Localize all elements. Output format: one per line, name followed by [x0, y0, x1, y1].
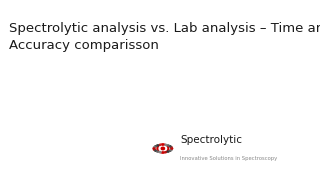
- Circle shape: [170, 148, 173, 151]
- Text: Innovative Solutions in Spectroscopy: Innovative Solutions in Spectroscopy: [180, 156, 278, 161]
- Circle shape: [168, 145, 172, 147]
- Circle shape: [156, 144, 159, 147]
- Circle shape: [164, 151, 167, 153]
- Circle shape: [161, 151, 164, 154]
- Circle shape: [166, 150, 170, 153]
- Text: Spectrolytic analysis vs. Lab analysis – Time and
Accuracy comparisson: Spectrolytic analysis vs. Lab analysis –…: [9, 22, 320, 52]
- Circle shape: [154, 145, 157, 147]
- Circle shape: [170, 146, 173, 148]
- Circle shape: [166, 144, 170, 147]
- Circle shape: [158, 151, 162, 153]
- Circle shape: [157, 144, 169, 153]
- Circle shape: [161, 143, 164, 146]
- Circle shape: [158, 144, 162, 146]
- Circle shape: [168, 150, 172, 152]
- Circle shape: [153, 146, 156, 148]
- Circle shape: [159, 146, 167, 151]
- Circle shape: [153, 148, 156, 151]
- Text: Spectrolytic: Spectrolytic: [180, 135, 243, 145]
- Circle shape: [161, 147, 164, 150]
- Circle shape: [154, 150, 157, 152]
- Circle shape: [164, 144, 167, 146]
- Circle shape: [170, 147, 173, 150]
- Circle shape: [152, 147, 156, 150]
- Circle shape: [156, 150, 159, 153]
